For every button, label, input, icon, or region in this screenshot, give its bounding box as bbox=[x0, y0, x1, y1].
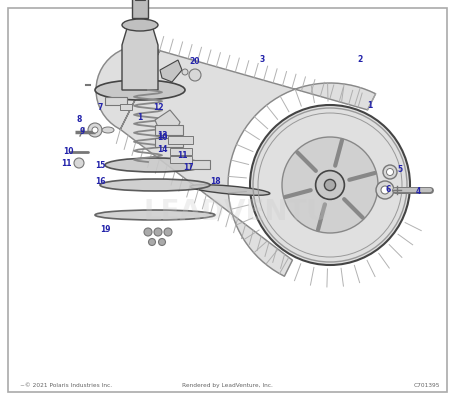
Text: ~© 2021 Polaris Industries Inc.: ~© 2021 Polaris Industries Inc. bbox=[20, 383, 112, 388]
Text: 9: 9 bbox=[79, 128, 85, 136]
Ellipse shape bbox=[100, 179, 210, 191]
Circle shape bbox=[148, 238, 156, 246]
Text: 15: 15 bbox=[95, 160, 105, 170]
Circle shape bbox=[92, 127, 98, 133]
Text: C701395: C701395 bbox=[414, 383, 440, 388]
Circle shape bbox=[324, 179, 336, 190]
FancyBboxPatch shape bbox=[155, 125, 183, 135]
Text: 11: 11 bbox=[61, 160, 71, 168]
Polygon shape bbox=[122, 25, 158, 90]
Text: 11: 11 bbox=[177, 150, 187, 160]
Text: 1: 1 bbox=[367, 100, 373, 110]
Circle shape bbox=[144, 228, 152, 236]
Circle shape bbox=[189, 69, 201, 81]
Text: 3: 3 bbox=[259, 56, 265, 64]
Text: 7: 7 bbox=[97, 102, 103, 112]
Ellipse shape bbox=[122, 19, 158, 31]
Text: Rendered by LeadVenture, Inc.: Rendered by LeadVenture, Inc. bbox=[182, 383, 273, 388]
Ellipse shape bbox=[95, 210, 215, 220]
Text: 2: 2 bbox=[357, 56, 363, 64]
FancyBboxPatch shape bbox=[170, 148, 192, 155]
Circle shape bbox=[154, 228, 162, 236]
Ellipse shape bbox=[95, 80, 185, 100]
Circle shape bbox=[386, 168, 394, 176]
Circle shape bbox=[282, 137, 378, 233]
FancyBboxPatch shape bbox=[132, 0, 148, 18]
Circle shape bbox=[158, 238, 166, 246]
Circle shape bbox=[376, 181, 394, 199]
Text: 13: 13 bbox=[157, 130, 167, 140]
FancyBboxPatch shape bbox=[168, 136, 193, 144]
Circle shape bbox=[182, 69, 188, 75]
FancyBboxPatch shape bbox=[170, 156, 192, 163]
Text: 16: 16 bbox=[95, 178, 105, 186]
Ellipse shape bbox=[105, 158, 205, 172]
Text: 5: 5 bbox=[397, 166, 403, 174]
FancyBboxPatch shape bbox=[155, 138, 183, 147]
Ellipse shape bbox=[102, 127, 114, 133]
Polygon shape bbox=[155, 110, 180, 135]
Circle shape bbox=[74, 158, 84, 168]
Text: 10: 10 bbox=[63, 148, 73, 156]
Polygon shape bbox=[160, 60, 182, 82]
Circle shape bbox=[88, 123, 102, 137]
Text: 17: 17 bbox=[183, 164, 193, 172]
Text: 18: 18 bbox=[210, 178, 220, 186]
Text: 1: 1 bbox=[137, 114, 142, 122]
Text: 19: 19 bbox=[100, 226, 110, 234]
FancyBboxPatch shape bbox=[190, 160, 210, 169]
Circle shape bbox=[250, 105, 410, 265]
Polygon shape bbox=[96, 46, 376, 276]
Circle shape bbox=[381, 186, 389, 194]
Text: 8: 8 bbox=[76, 116, 82, 124]
Text: 4: 4 bbox=[415, 188, 420, 196]
FancyBboxPatch shape bbox=[120, 104, 132, 110]
Text: 20: 20 bbox=[190, 58, 200, 66]
Text: 12: 12 bbox=[153, 104, 163, 112]
Text: 10: 10 bbox=[157, 134, 167, 142]
FancyBboxPatch shape bbox=[105, 97, 127, 105]
Circle shape bbox=[316, 170, 344, 200]
Circle shape bbox=[164, 228, 172, 236]
Text: LEADVENTU: LEADVENTU bbox=[144, 198, 329, 226]
Text: 14: 14 bbox=[157, 146, 167, 154]
Text: 6: 6 bbox=[385, 186, 391, 194]
Ellipse shape bbox=[190, 185, 270, 195]
Circle shape bbox=[383, 165, 397, 179]
